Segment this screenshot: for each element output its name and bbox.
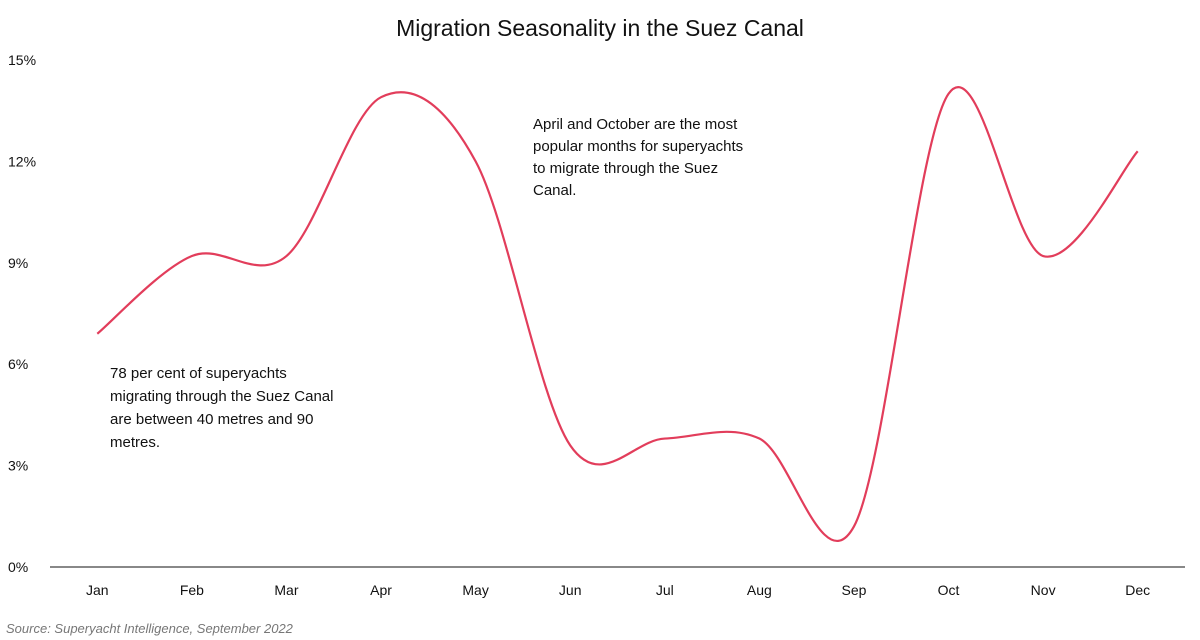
data-point-mar	[283, 253, 289, 259]
x-tick-label: Feb	[180, 582, 204, 598]
y-tick-label: 9%	[8, 255, 28, 271]
y-tick-label: 15%	[8, 52, 36, 68]
data-point-jul	[662, 436, 668, 442]
x-tick-label: Mar	[274, 582, 298, 598]
data-point-apr	[378, 94, 384, 100]
x-tick-label: Aug	[747, 582, 772, 598]
x-tick-label: Jan	[86, 582, 109, 598]
x-tick-label: Oct	[938, 582, 960, 598]
x-tick-label: May	[462, 582, 488, 598]
x-tick-label: Jul	[656, 582, 674, 598]
annotation-april-october: April and October are the most popular m…	[533, 116, 747, 199]
data-point-dec	[1135, 148, 1141, 154]
annotation-line: migrating through the Suez Canal	[110, 388, 333, 405]
y-tick-label: 0%	[8, 559, 28, 575]
data-point-jun	[567, 442, 573, 448]
annotation-line: 78 per cent of superyachts	[110, 365, 287, 382]
series-points	[94, 91, 1140, 530]
y-axis: 0% 3% 6% 9% 12% 15%	[8, 52, 36, 575]
y-tick-label: 6%	[8, 356, 28, 372]
x-axis: Jan Feb Mar Apr May Jun Jul Aug Sep Oct Nov Dec	[86, 582, 1150, 598]
x-tick-label: Sep	[841, 582, 866, 598]
y-tick-label: 3%	[8, 458, 28, 474]
annotation-size-range: 78 per cent of superyachts migrating thr…	[110, 365, 338, 451]
data-point-oct	[946, 91, 952, 97]
data-point-sep	[851, 523, 857, 529]
x-tick-label: Nov	[1031, 582, 1056, 598]
chart-title: Migration Seasonality in the Suez Canal	[396, 15, 804, 41]
annotation-line: April and October are the most	[533, 116, 738, 133]
annotation-line: to migrate through the Suez	[533, 160, 718, 177]
annotation-line: Canal.	[533, 182, 576, 199]
data-point-jan	[94, 331, 100, 337]
data-point-may	[473, 158, 479, 164]
series-line	[96, 86, 1139, 543]
source-note: Source: Superyacht Intelligence, Septemb…	[6, 621, 294, 636]
annotation-line: are between 40 metres and 90	[110, 411, 313, 428]
data-point-nov	[1040, 253, 1046, 259]
x-tick-label: Dec	[1125, 582, 1150, 598]
data-point-feb	[189, 253, 195, 259]
x-tick-label: Jun	[559, 582, 582, 598]
annotation-line: metres.	[110, 434, 160, 451]
x-tick-label: Apr	[370, 582, 392, 598]
annotation-line: popular months for superyachts	[533, 138, 743, 155]
data-point-aug	[756, 436, 762, 442]
y-tick-label: 12%	[8, 153, 36, 169]
